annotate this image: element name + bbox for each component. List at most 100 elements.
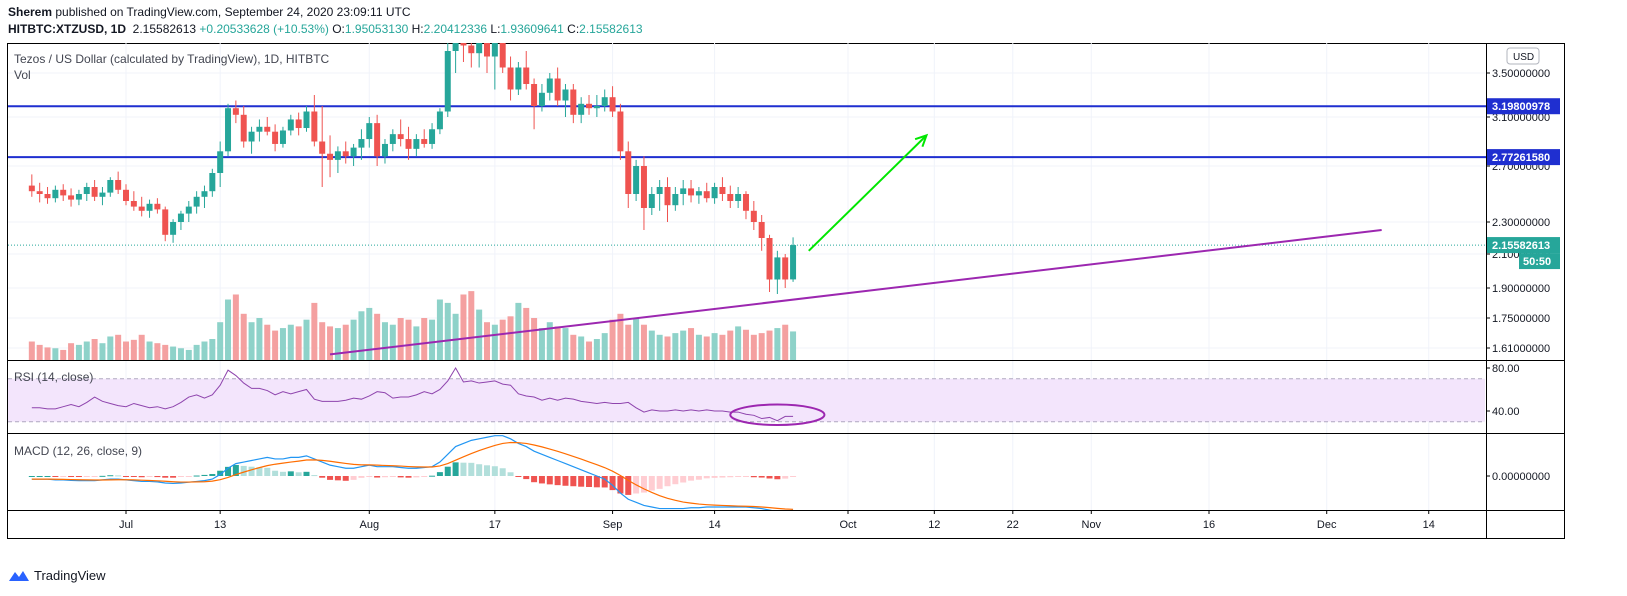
candle-body[interactable] (546, 78, 553, 93)
candle-body[interactable] (719, 187, 726, 194)
candle-body[interactable] (750, 210, 757, 222)
candle-body[interactable] (146, 203, 153, 211)
candle-body[interactable] (327, 153, 334, 160)
candle-body[interactable] (319, 141, 326, 154)
candle-body[interactable] (381, 143, 388, 157)
candle-body[interactable] (476, 40, 483, 54)
candle-body[interactable] (688, 188, 695, 196)
candle-body[interactable] (633, 166, 640, 194)
footer-brand[interactable]: TradingView (8, 568, 106, 583)
candle-body[interactable] (499, 27, 506, 68)
candle-body[interactable] (185, 206, 192, 214)
candle-body[interactable] (201, 191, 208, 197)
candle-body[interactable] (758, 222, 765, 238)
candle-body[interactable] (413, 139, 420, 149)
candle-body[interactable] (617, 111, 624, 152)
candle-body[interactable] (562, 89, 569, 101)
candle-body[interactable] (177, 213, 184, 222)
candle-body[interactable] (256, 126, 263, 132)
candle-body[interactable] (99, 192, 106, 197)
candle-body[interactable] (468, 45, 475, 54)
candle-body[interactable] (28, 185, 35, 192)
candle-body[interactable] (232, 108, 239, 115)
candle-body[interactable] (460, 31, 467, 46)
candle-body[interactable] (91, 187, 98, 197)
candle-body[interactable] (334, 151, 341, 160)
candle-body[interactable] (248, 131, 255, 142)
candle-body[interactable] (130, 201, 137, 207)
candle-body[interactable] (656, 187, 663, 194)
candle-body[interactable] (44, 194, 51, 199)
projection-arrow[interactable] (808, 134, 928, 252)
candle-body[interactable] (225, 108, 232, 152)
candle-body[interactable] (107, 180, 114, 193)
candle-body[interactable] (586, 103, 593, 109)
rsi-highlight-ellipse[interactable] (729, 403, 826, 426)
candle-body[interactable] (436, 111, 443, 130)
candle-body[interactable] (83, 187, 90, 194)
candle-body[interactable] (209, 173, 216, 192)
candle-body[interactable] (640, 166, 647, 208)
candle-body[interactable] (742, 194, 749, 211)
candle-body[interactable] (515, 67, 522, 90)
trendline[interactable] (329, 229, 1382, 356)
candle-body[interactable] (36, 191, 43, 194)
candle-body[interactable] (287, 119, 294, 131)
candle-body[interactable] (531, 84, 538, 106)
candle-body[interactable] (648, 194, 655, 208)
currency-badge[interactable] (1506, 47, 1540, 65)
candle-body[interactable] (311, 111, 318, 142)
candle-body[interactable] (366, 123, 373, 140)
candle-body[interactable] (680, 188, 687, 194)
candle-body[interactable] (115, 180, 122, 190)
candle-body[interactable] (75, 194, 82, 200)
candle-body[interactable] (491, 27, 498, 57)
candle-body[interactable] (727, 194, 734, 201)
candle-body[interactable] (444, 51, 451, 112)
candle-body[interactable] (507, 67, 514, 90)
candle-body[interactable] (593, 106, 600, 109)
candle-body[interactable] (264, 126, 271, 132)
candle-body[interactable] (790, 245, 797, 280)
candle-body[interactable] (774, 257, 781, 280)
candle-body[interactable] (358, 139, 365, 148)
candle-body[interactable] (279, 130, 286, 144)
candle-body[interactable] (350, 147, 357, 157)
candle-body[interactable] (703, 191, 710, 199)
candle-body[interactable] (138, 206, 145, 211)
candle-body[interactable] (123, 189, 129, 201)
candle-body[interactable] (766, 238, 773, 280)
candle-body[interactable] (217, 151, 224, 173)
candle-body[interactable] (397, 134, 404, 140)
candle-body[interactable] (484, 40, 490, 57)
author-name[interactable]: Sherem (8, 5, 53, 19)
candle-body[interactable] (405, 139, 412, 149)
candle-body[interactable] (240, 114, 247, 142)
candle-body[interactable] (52, 189, 59, 199)
candle-body[interactable] (664, 187, 671, 206)
candle-body[interactable] (695, 191, 702, 196)
candle-body[interactable] (538, 92, 545, 106)
candle-body[interactable] (429, 129, 436, 144)
candle-body[interactable] (60, 189, 67, 196)
candle-body[interactable] (272, 131, 279, 144)
candle-body[interactable] (672, 194, 679, 206)
candle-body[interactable] (389, 134, 396, 144)
candle-body[interactable] (68, 195, 75, 200)
candle-body[interactable] (578, 103, 585, 115)
candle-body[interactable] (570, 89, 577, 115)
candle-body[interactable] (154, 203, 161, 210)
candle-body[interactable] (421, 139, 428, 144)
candle-body[interactable] (601, 97, 608, 106)
candle-body[interactable] (303, 111, 310, 129)
candle-body[interactable] (625, 151, 632, 194)
candle-body[interactable] (162, 209, 169, 235)
candle-body[interactable] (342, 151, 349, 157)
candle-body[interactable] (782, 257, 789, 280)
candle-body[interactable] (609, 97, 616, 112)
candle-body[interactable] (374, 123, 381, 157)
candle-body[interactable] (170, 222, 177, 235)
price-chart[interactable]: 3.500000003.100000002.700000002.30000000… (0, 0, 1627, 545)
candle-body[interactable] (452, 31, 459, 51)
candle-body[interactable] (554, 78, 561, 101)
